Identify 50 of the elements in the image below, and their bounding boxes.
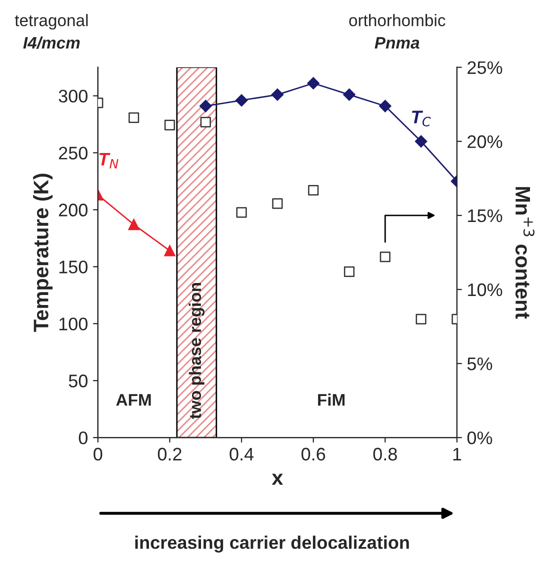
y2-tick-label: 5% — [467, 358, 492, 370]
y-axis-title: Temperature (K) — [33, 174, 53, 332]
y2-tick-label: 25% — [468, 61, 502, 74]
point — [343, 88, 356, 101]
annotation: FiM — [318, 394, 345, 406]
text: I4/mcm — [23, 36, 80, 49]
x-tick-label: 0.2 — [158, 448, 182, 461]
text: orthorhombic — [349, 14, 446, 26]
point — [380, 252, 390, 262]
y-tick-label: 200 — [58, 204, 88, 216]
band-label: two phase region — [188, 283, 204, 419]
y-tick-label: 300 — [58, 90, 88, 103]
y2-tick-label: 0% — [467, 432, 492, 444]
point — [164, 120, 176, 130]
x-axis-title: x — [272, 474, 284, 485]
y-tick-label: 250 — [58, 146, 88, 160]
y-tick-label: 0 — [78, 432, 88, 444]
point — [379, 100, 392, 112]
point — [416, 314, 426, 324]
annotation: AFM — [116, 394, 151, 406]
series-label: T$_{N}$ — [99, 152, 118, 168]
x-tick-label: 0.8 — [373, 448, 397, 461]
point — [200, 116, 211, 128]
point — [307, 77, 320, 90]
point — [272, 198, 283, 209]
y-tick-label: 150 — [59, 260, 88, 274]
point — [164, 245, 176, 256]
series-label: T$_{C}$ — [412, 110, 431, 126]
point — [414, 135, 428, 148]
text: Pnma — [374, 37, 420, 49]
x-tick-label: 0.4 — [230, 448, 254, 461]
x-tick-label: 1 — [453, 448, 462, 460]
y2-tick-label: 20% — [468, 135, 502, 148]
x-tick-label: 0.6 — [302, 448, 326, 461]
point — [271, 88, 284, 101]
point — [200, 100, 212, 112]
text: tetragonal — [14, 14, 88, 30]
point — [344, 266, 355, 277]
y2-tick-label: 15% — [468, 209, 502, 222]
point — [128, 218, 140, 230]
y2-tick-label: 10% — [468, 283, 502, 296]
point — [236, 207, 247, 218]
y-tick-label: 100 — [59, 318, 88, 330]
x-tick-label: 0 — [94, 448, 102, 461]
text: increasing carrier delocalization — [135, 536, 409, 553]
point — [128, 112, 140, 123]
y-tick-label: 50 — [68, 374, 88, 388]
y2-axis-title: Mn$^{+3}$ content — [515, 187, 534, 319]
point — [308, 184, 319, 196]
point — [235, 94, 248, 106]
